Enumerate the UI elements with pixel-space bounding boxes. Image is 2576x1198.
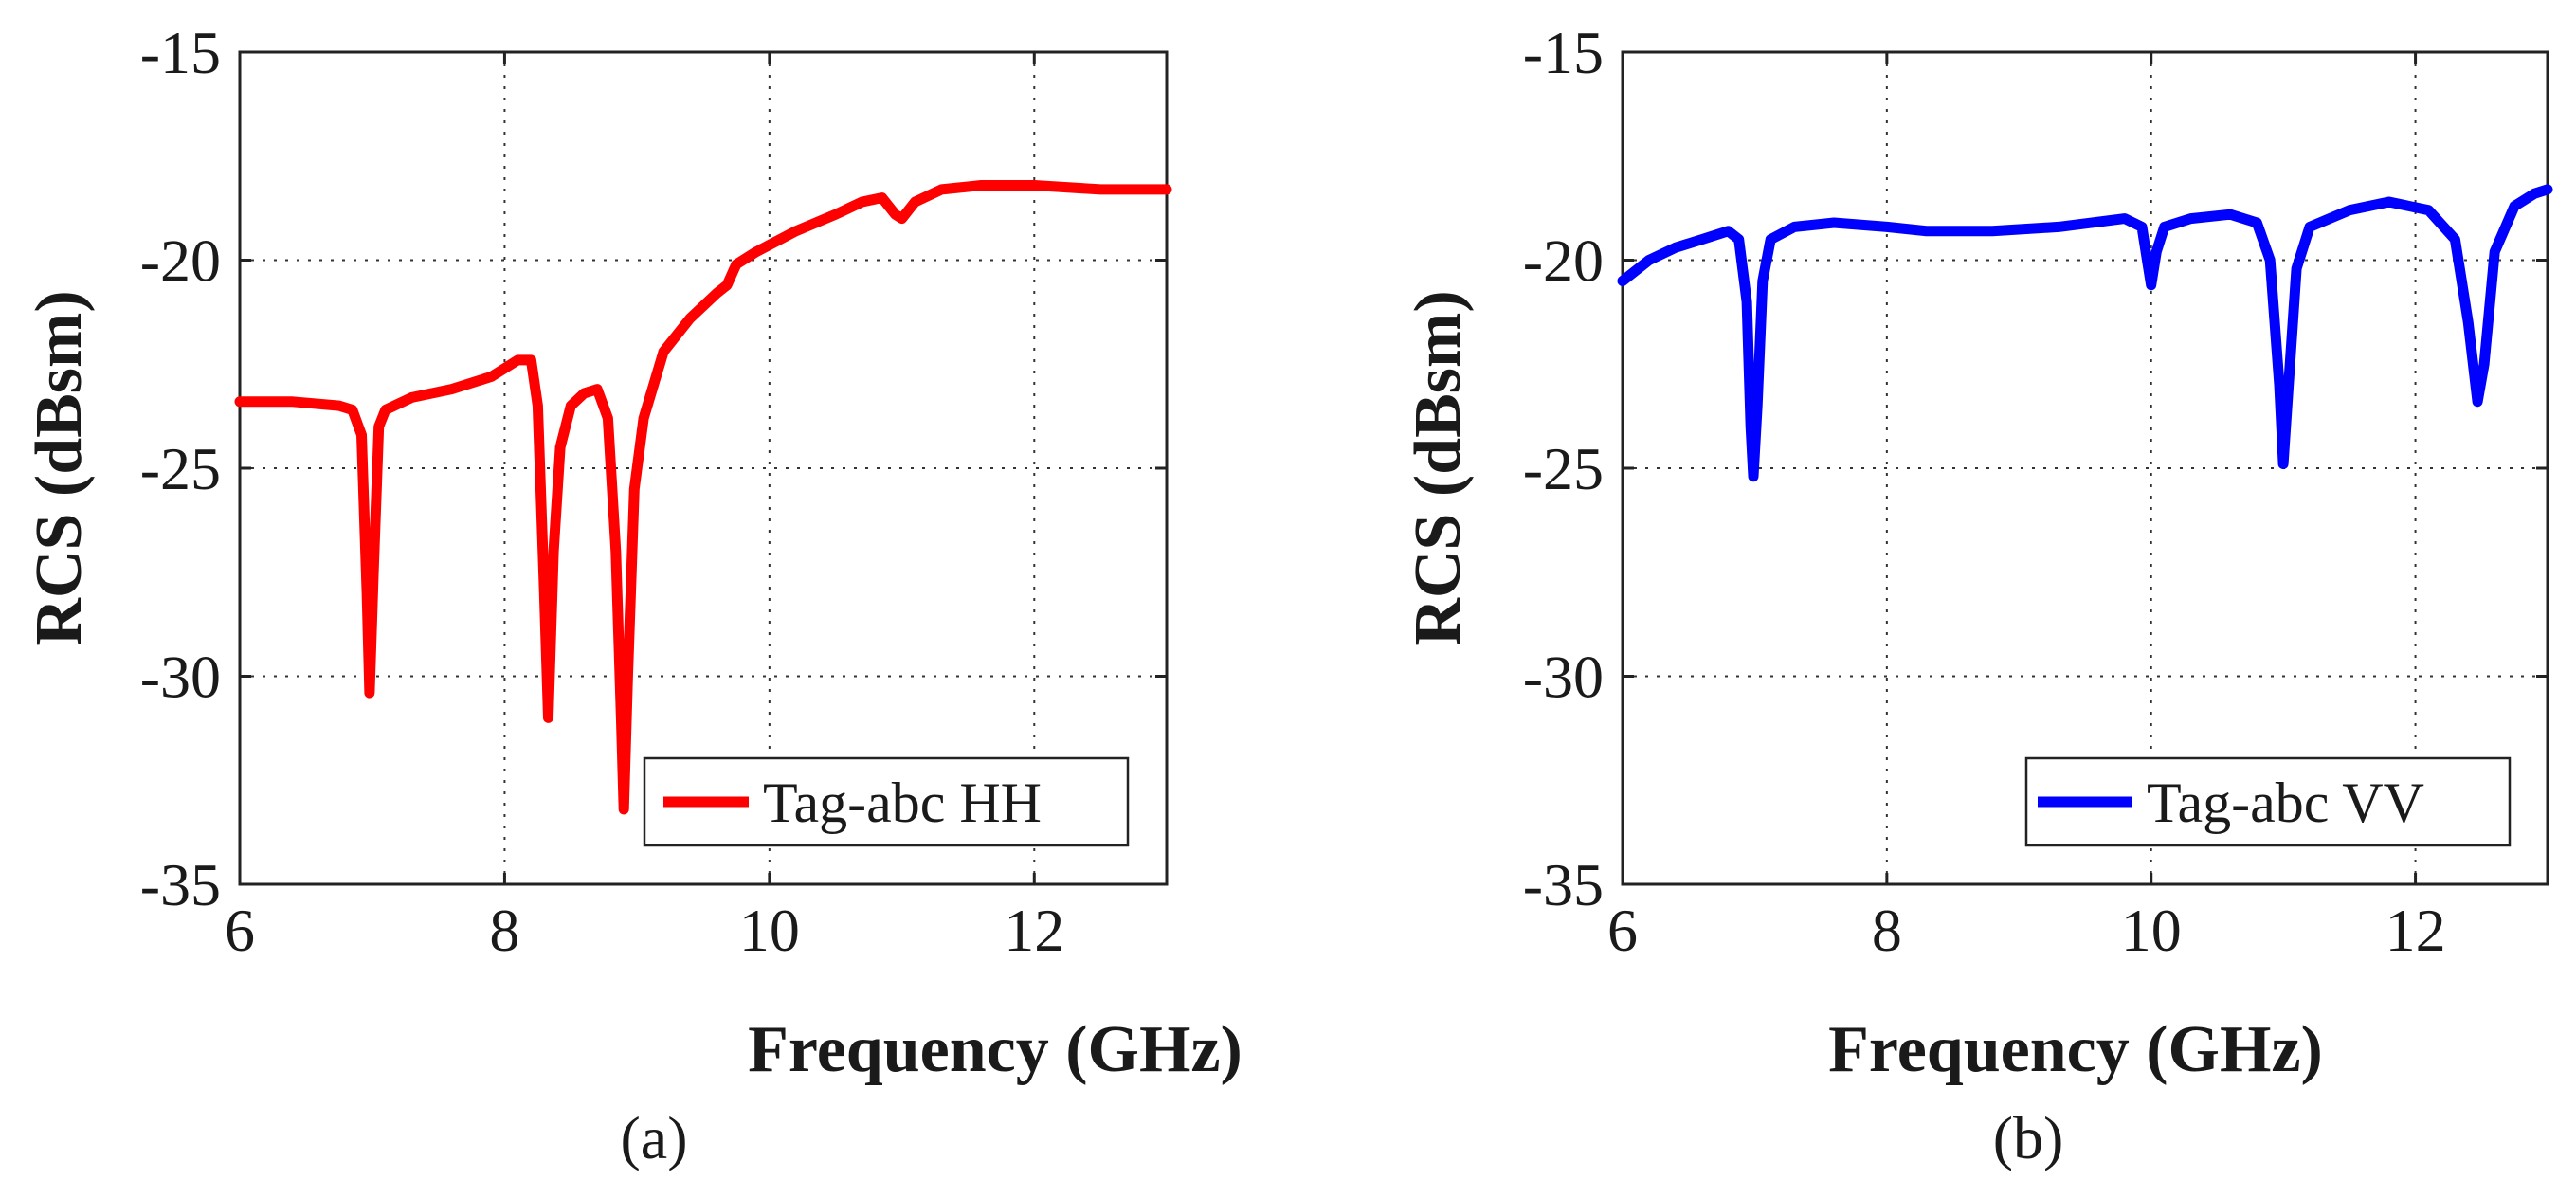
panel-label: (b) [1993,1104,2064,1171]
y-tick-label: -30 [1523,644,1604,711]
legend: Tag-abc VV [2024,756,2512,847]
y-tick-labels: -15 -20 -25 -30 -35 [140,19,221,918]
grid [1623,52,2548,884]
y-tick-label: -15 [140,19,221,86]
series-line [234,180,1172,815]
y-tick-label: -20 [140,227,221,295]
y-tick-label: -30 [140,644,221,711]
series-line [1617,184,2553,482]
legend-label: Tag-abc VV [2147,771,2424,834]
x-tick-label: 8 [1872,897,1902,964]
x-tick-label: 6 [1607,897,1638,964]
y-tick-label: -20 [1523,227,1604,295]
tick-marks [238,50,1167,886]
x-tick-label: 8 [489,897,519,964]
legend: Tag-abc HH [643,756,1130,847]
y-axis-label: RCS (dBsm) [23,290,96,645]
x-tick-label: 12 [1004,897,1064,964]
x-tick-labels: 6 8 10 12 [225,897,1064,964]
grid [240,52,1167,884]
tick-marks [1621,50,2548,886]
series-layer [234,180,1172,815]
y-tick-labels: -15 -20 -25 -30 -35 [1523,19,1604,918]
y-tick-label: -25 [1523,435,1604,502]
panel-label: (a) [620,1104,687,1171]
y-tick-label: -25 [140,435,221,502]
x-axis-label: Frequency (GHz) [1828,1013,2323,1086]
y-tick-label: -35 [1523,851,1604,918]
panel-a: -15 -20 -25 -30 -35 6 8 10 12 Frequency (GHz) R… [23,19,1243,1171]
x-tick-label: 10 [2121,897,2182,964]
x-tick-labels: 6 8 10 12 [1607,897,2446,964]
series-layer [1617,184,2553,482]
y-axis-label: RCS (dBsm) [1402,290,1475,645]
panel-b: -15 -20 -25 -30 -35 6 8 10 12 Frequency (GHz) R… [1402,19,2553,1171]
x-tick-label: 10 [739,897,800,964]
y-tick-label: -15 [1523,19,1604,86]
x-tick-label: 6 [225,897,255,964]
x-tick-label: 12 [2386,897,2446,964]
x-axis-label: Frequency (GHz) [748,1013,1243,1086]
y-tick-label: -35 [140,851,221,918]
legend-label: Tag-abc HH [763,771,1042,834]
